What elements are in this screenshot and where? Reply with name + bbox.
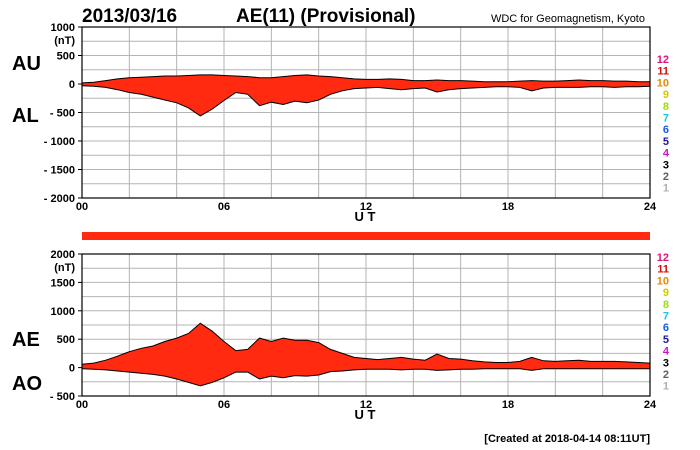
x-axis-title-bottom: U T <box>355 407 376 422</box>
x-tick-label: 18 <box>502 399 514 411</box>
y-tick-label: - 1000 <box>44 136 75 148</box>
station-count-label: 9 <box>663 89 669 101</box>
unit-label-bottom: (nT) <box>54 262 75 274</box>
station-count-label: 8 <box>663 101 669 113</box>
x-tick-label: 06 <box>218 399 230 411</box>
y-tick-label: 0 <box>69 79 75 91</box>
x-tick-label: 00 <box>76 201 88 213</box>
station-count-label: 10 <box>657 77 669 89</box>
y-tick-label: 1000 <box>51 22 75 34</box>
x-tick-label: 06 <box>218 201 230 213</box>
station-count-label: 4 <box>663 346 670 358</box>
station-count-label: 10 <box>657 275 669 287</box>
envelope-fill <box>82 74 650 116</box>
station-count-label: 2 <box>663 171 669 183</box>
station-count-label: 1 <box>663 183 669 195</box>
y-tick-label: - 1500 <box>44 165 75 177</box>
ae-label: AE <box>12 329 40 351</box>
source-label: WDC for Geomagnetism, Kyoto <box>491 13 645 25</box>
series-line-al <box>81 85 651 117</box>
station-count-label: 1 <box>663 381 669 393</box>
series-line-ao <box>81 368 650 387</box>
station-count-label: 11 <box>657 264 669 276</box>
x-tick-label: 12 <box>360 201 372 213</box>
y-tick-label: 500 <box>57 334 75 346</box>
y-tick-label: 500 <box>57 51 75 63</box>
x-tick-label: 18 <box>502 201 514 213</box>
station-count-label: 3 <box>663 159 669 171</box>
x-tick-label: 24 <box>644 201 657 213</box>
y-tick-label: - 500 <box>50 391 75 403</box>
station-count-label: 7 <box>663 113 669 125</box>
separator-band <box>82 232 650 240</box>
station-count-label: 2 <box>663 369 669 381</box>
au-label: AU <box>12 53 41 75</box>
station-count-label: 6 <box>663 322 669 334</box>
envelope-fill <box>82 323 650 386</box>
y-tick-label: 2000 <box>51 249 75 261</box>
ao-label: AO <box>12 373 42 395</box>
y-tick-label: - 500 <box>50 108 75 120</box>
x-tick-label: 12 <box>360 399 372 411</box>
series-line-au <box>81 74 650 84</box>
station-count-label: 3 <box>663 357 669 369</box>
x-axis-title-top: U T <box>355 209 376 224</box>
al-label: AL <box>12 105 39 127</box>
y-tick-label: 1000 <box>51 306 75 318</box>
station-count-label: 11 <box>657 66 669 78</box>
date-title: 2013/03/16 <box>82 6 177 27</box>
series-line-ae <box>81 322 651 365</box>
station-count-label: 5 <box>663 136 669 148</box>
y-tick-label: 1500 <box>51 277 75 289</box>
station-count-label: 12 <box>657 54 669 66</box>
y-tick-label: - 2000 <box>44 193 75 205</box>
station-count-label: 5 <box>663 334 669 346</box>
station-count-label: 12 <box>657 252 669 264</box>
x-tick-label: 00 <box>76 399 88 411</box>
index-title: AE(11) (Provisional) <box>236 6 416 27</box>
station-count-label: 4 <box>663 148 670 160</box>
created-timestamp: [Created at 2018-04-14 08:11UT] <box>484 433 650 445</box>
unit-label-top: (nT) <box>54 35 75 47</box>
y-tick-label: 0 <box>69 363 75 375</box>
station-count-label: 9 <box>663 287 669 299</box>
station-count-label: 8 <box>663 299 669 311</box>
plot-frame <box>81 253 651 397</box>
station-count-label: 7 <box>663 311 669 323</box>
station-count-label: 6 <box>663 124 669 136</box>
x-tick-label: 24 <box>644 399 657 411</box>
